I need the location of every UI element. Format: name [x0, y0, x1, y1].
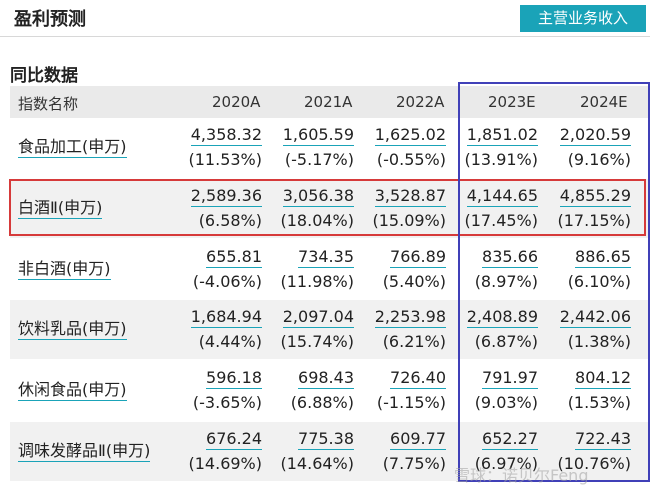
- table-header-row: [10, 86, 650, 118]
- row-label[interactable]: 饮料乳品(申万): [18, 319, 127, 340]
- yoy-pct-cell: (17.45%): [464, 211, 539, 230]
- value-cell[interactable]: 1,684.94: [190, 307, 262, 328]
- row-background: [10, 179, 650, 238]
- yoy-pct-cell: (13.91%): [464, 150, 539, 169]
- value-cell[interactable]: 609.77: [390, 429, 446, 450]
- header: 盈利预测 主营业务收入: [0, 0, 650, 36]
- value-cell[interactable]: 2,253.98: [374, 307, 446, 328]
- value-cell[interactable]: 722.43: [575, 429, 631, 450]
- yoy-pct-cell: (6.58%): [198, 211, 262, 230]
- value-cell[interactable]: 3,056.38: [282, 186, 354, 207]
- row-label[interactable]: 非白酒(申万): [18, 259, 111, 280]
- yoy-pct-cell: (11.53%): [188, 150, 263, 169]
- value-cell[interactable]: 1,625.02: [374, 125, 446, 146]
- column-header-name: 指数名称: [18, 95, 79, 113]
- row-background: [10, 422, 650, 481]
- yoy-pct-cell: (18.04%): [280, 211, 355, 230]
- column-header-2024e: 2024E: [580, 93, 628, 111]
- yoy-pct-cell: (6.97%): [474, 454, 538, 473]
- value-cell[interactable]: 835.66: [482, 247, 538, 268]
- watermark: 雪球：诺贝尔Feng: [454, 466, 589, 485]
- value-cell[interactable]: 596.18: [206, 368, 262, 389]
- value-cell[interactable]: 791.97: [482, 368, 538, 389]
- row-label[interactable]: 食品加工(申万): [18, 137, 127, 158]
- value-cell[interactable]: 726.40: [390, 368, 446, 389]
- value-cell[interactable]: 2,589.36: [190, 186, 262, 207]
- value-cell[interactable]: 886.65: [575, 247, 631, 268]
- section-title: 同比数据: [10, 66, 78, 86]
- yoy-pct-cell: (8.97%): [474, 272, 538, 291]
- value-cell[interactable]: 766.89: [390, 247, 446, 268]
- row-label[interactable]: 白酒Ⅱ(申万): [18, 198, 103, 219]
- yoy-pct-cell: (6.21%): [382, 332, 446, 351]
- yoy-pct-cell: (-3.65%): [192, 393, 262, 412]
- row-label[interactable]: 休闲食品(申万): [18, 380, 127, 401]
- yoy-pct-cell: (9.03%): [474, 393, 538, 412]
- column-header-2023e: 2023E: [488, 93, 536, 111]
- value-cell[interactable]: 4,855.29: [559, 186, 631, 207]
- value-cell[interactable]: 676.24: [206, 429, 262, 450]
- value-cell[interactable]: 775.38: [298, 429, 354, 450]
- column-header-2021a: 2021A: [304, 93, 353, 111]
- value-cell[interactable]: 4,144.65: [466, 186, 538, 207]
- value-cell[interactable]: 1,605.59: [282, 125, 354, 146]
- yoy-pct-cell: (-5.17%): [284, 150, 354, 169]
- value-cell[interactable]: 2,020.59: [559, 125, 631, 146]
- column-header-2020a: 2020A: [212, 93, 261, 111]
- value-cell[interactable]: 2,442.06: [559, 307, 631, 328]
- yoy-pct-cell: (14.69%): [188, 454, 263, 473]
- yoy-pct-cell: (15.74%): [280, 332, 355, 351]
- yoy-pct-cell: (-0.55%): [376, 150, 446, 169]
- value-cell[interactable]: 3,528.87: [374, 186, 446, 207]
- yoy-pct-cell: (-4.06%): [192, 272, 262, 291]
- yoy-pct-cell: (9.16%): [567, 150, 631, 169]
- value-cell[interactable]: 2,408.89: [466, 307, 538, 328]
- yoy-pct-cell: (4.44%): [198, 332, 262, 351]
- value-cell[interactable]: 698.43: [298, 368, 354, 389]
- row-background: [10, 300, 650, 359]
- row-label[interactable]: 调味发酵品Ⅱ(申万): [18, 441, 151, 462]
- value-cell[interactable]: 652.27: [482, 429, 538, 450]
- yoy-pct-cell: (15.09%): [372, 211, 447, 230]
- yoy-pct-cell: (1.53%): [567, 393, 631, 412]
- value-cell[interactable]: 804.12: [575, 368, 631, 389]
- yoy-pct-cell: (17.15%): [557, 211, 632, 230]
- value-cell[interactable]: 2,097.04: [282, 307, 354, 328]
- yoy-pct-cell: (11.98%): [280, 272, 355, 291]
- value-cell[interactable]: 734.35: [298, 247, 354, 268]
- value-cell[interactable]: 4,358.32: [190, 125, 262, 146]
- column-header-2022a: 2022A: [396, 93, 445, 111]
- yoy-pct-cell: (1.38%): [567, 332, 631, 351]
- header-divider: [0, 36, 650, 37]
- yoy-pct-cell: (6.10%): [567, 272, 631, 291]
- main-revenue-button[interactable]: 主营业务收入: [520, 5, 646, 32]
- yoy-pct-cell: (6.88%): [290, 393, 354, 412]
- page-title: 盈利预测: [14, 9, 86, 30]
- yoy-pct-cell: (-1.15%): [376, 393, 446, 412]
- value-cell[interactable]: 1,851.02: [466, 125, 538, 146]
- value-cell[interactable]: 655.81: [206, 247, 262, 268]
- yoy-pct-cell: (6.87%): [474, 332, 538, 351]
- yoy-pct-cell: (10.76%): [557, 454, 632, 473]
- yoy-pct-cell: (5.40%): [382, 272, 446, 291]
- yoy-pct-cell: (7.75%): [382, 454, 446, 473]
- yoy-pct-cell: (14.64%): [280, 454, 355, 473]
